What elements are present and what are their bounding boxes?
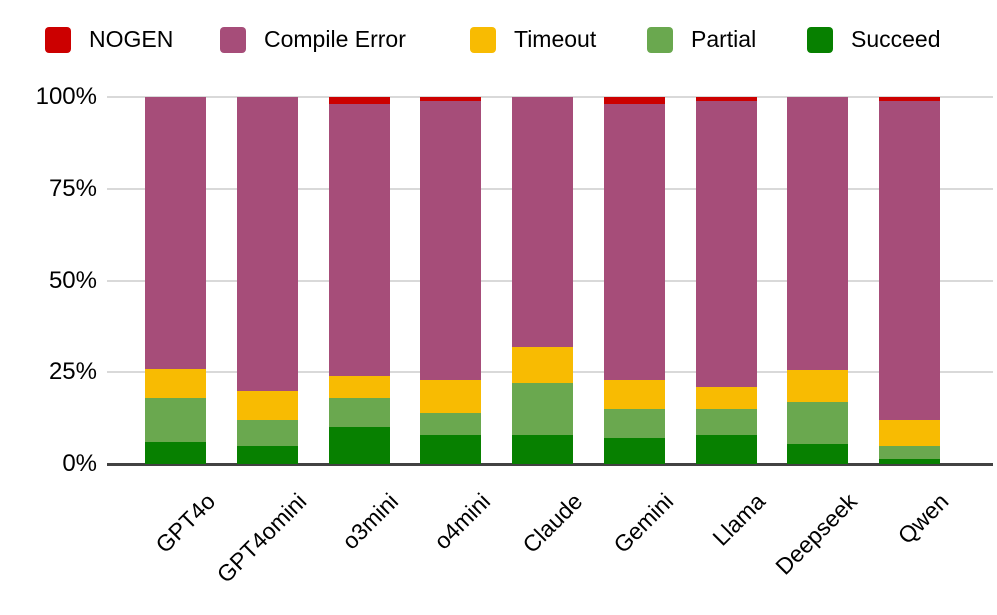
legend-swatch-partial	[647, 26, 673, 53]
bar-segment-timeout	[236, 390, 298, 420]
legend-label: Partial	[691, 26, 757, 52]
bar-segment-compile-error	[879, 100, 940, 420]
legend-label: NOGEN	[89, 26, 174, 52]
bar-segment-succeed	[145, 441, 206, 464]
bar-segment-compile-error	[603, 104, 665, 380]
bar-segment-partial	[420, 412, 482, 435]
bar-segment-nogen	[695, 97, 757, 101]
bar-segment-nogen	[879, 97, 940, 101]
x-axis-tick-label: Deepseek	[770, 488, 863, 580]
bar-segment-nogen	[328, 97, 390, 105]
bar-segment-timeout	[512, 346, 573, 384]
bar-segment-succeed	[695, 434, 757, 464]
bar-segment-compile-error	[145, 97, 206, 369]
bar-segment-partial	[328, 397, 390, 428]
bar-segment-nogen	[420, 97, 482, 101]
bar-segment-partial	[695, 408, 757, 435]
bar-segment-timeout	[879, 419, 940, 446]
x-axis-tick-label: Qwen	[893, 488, 954, 549]
legend-swatch-timeout	[470, 26, 496, 53]
bar-segment-succeed	[787, 443, 849, 464]
bar-segment-compile-error	[420, 100, 482, 380]
y-axis-tick-label: 100%	[35, 83, 97, 110]
y-axis-tick-label: 75%	[48, 174, 97, 202]
legend-swatch-nogen	[45, 26, 71, 53]
bar-claude	[512, 97, 573, 464]
x-axis-tick-label: o4mini	[428, 488, 496, 555]
bar-segment-timeout	[328, 375, 390, 398]
bar-segment-timeout	[603, 379, 665, 409]
x-axis-tick-label: Llama	[707, 488, 771, 551]
bar-segment-partial	[145, 397, 206, 442]
x-axis-tick-label: GPT4o	[149, 488, 220, 558]
x-axis-tick-label: o3mini	[337, 488, 404, 555]
bar-segment-compile-error	[695, 100, 757, 387]
bar-segment-compile-error	[787, 97, 849, 371]
bar-gemini	[603, 97, 665, 464]
bar-segment-partial	[879, 445, 940, 459]
bar-segment-succeed	[328, 427, 390, 464]
bar-segment-timeout	[145, 368, 206, 398]
bar-gpt4omini	[236, 97, 298, 464]
bar-segment-compile-error	[236, 97, 298, 391]
x-axis-baseline	[107, 463, 993, 466]
legend-item-partial: Partial	[647, 26, 756, 53]
bar-segment-timeout	[420, 379, 482, 413]
x-axis-tick-label: Gemini	[608, 488, 679, 558]
legend: NOGEN Compile Error Timeout Partial Succ…	[0, 0, 997, 70]
bar-segment-timeout	[787, 370, 849, 402]
legend-item-nogen: NOGEN	[45, 26, 173, 53]
bar-segment-succeed	[236, 445, 298, 464]
legend-label: Timeout	[514, 26, 597, 52]
legend-item-compile-error: Compile Error	[220, 26, 406, 53]
bar-segment-compile-error	[328, 104, 390, 376]
bar-segment-partial	[236, 419, 298, 446]
bar-o4mini	[420, 97, 482, 464]
bar-deepseek	[787, 97, 849, 464]
bar-segment-timeout	[695, 386, 757, 409]
bar-segment-succeed	[420, 434, 482, 464]
bar-segment-nogen	[603, 97, 665, 105]
legend-label: Succeed	[851, 26, 941, 52]
bar-segment-succeed	[879, 458, 940, 464]
x-axis-tick-label: Claude	[516, 488, 587, 558]
bar-segment-compile-error	[512, 97, 573, 347]
bar-segment-partial	[787, 401, 849, 444]
bar-segment-partial	[512, 383, 573, 435]
legend-item-timeout: Timeout	[470, 26, 596, 53]
x-axis-tick-label: GPT4omini	[211, 488, 312, 588]
legend-swatch-compile-error	[220, 26, 246, 53]
legend-label: Compile Error	[264, 26, 406, 52]
bar-gpt4o	[145, 97, 206, 464]
plot-area	[107, 96, 993, 466]
y-axis-tick-label: 0%	[62, 450, 97, 477]
bar-qwen	[879, 97, 940, 464]
legend-swatch-succeed	[807, 26, 833, 53]
y-axis-tick-label: 25%	[48, 358, 97, 386]
legend-item-succeed: Succeed	[807, 26, 941, 53]
gridline	[107, 96, 993, 98]
bar-segment-succeed	[603, 438, 665, 464]
bar-segment-succeed	[512, 434, 573, 464]
bar-segment-partial	[603, 408, 665, 439]
bar-llama	[695, 97, 757, 464]
bar-o3mini	[328, 97, 390, 464]
y-axis-tick-label: 50%	[48, 266, 97, 294]
